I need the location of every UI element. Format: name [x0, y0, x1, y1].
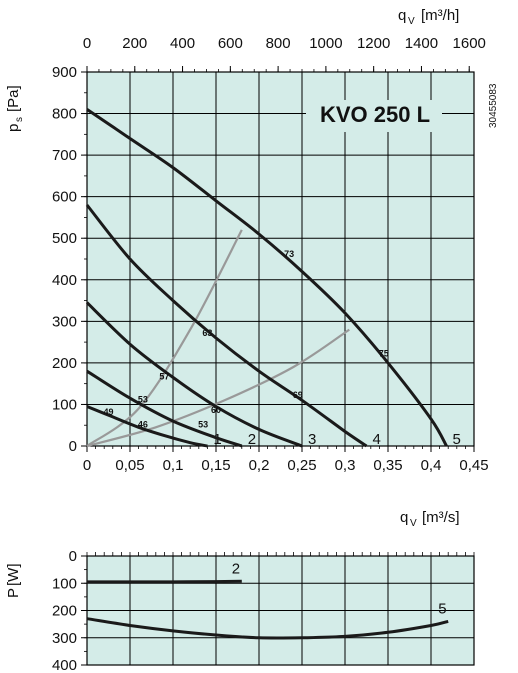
x2-tick-label: 600 [218, 35, 243, 52]
power-y-label-p: P [5, 588, 22, 598]
x-tick-label: 0,05 [115, 457, 144, 474]
y-label-p: p [5, 124, 22, 132]
x-tick-label: 0,4 [421, 457, 442, 474]
power-y-tick-label: 300 [52, 630, 77, 647]
y-tick-label: 400 [52, 272, 77, 289]
y-tick-label: 600 [52, 189, 77, 206]
x-tick-label: 0,1 [163, 457, 184, 474]
fan-curve-2 [86, 369, 243, 448]
y-tick-label: 700 [52, 147, 77, 164]
x2-tick-label: 400 [170, 35, 195, 52]
x2-tick-label: 1600 [453, 35, 486, 52]
x2-tick-label: 800 [266, 35, 291, 52]
power-curve-label-5: 5 [438, 600, 446, 617]
efficiency-line-2 [86, 328, 350, 448]
efficiency-label: 46 [138, 419, 148, 429]
power-curve-label-2: 2 [232, 560, 240, 577]
y-tick-label: 100 [52, 396, 77, 413]
power-y-tick-label: 200 [52, 603, 77, 620]
efficiency-label: 69 [293, 390, 303, 400]
x-tick-label: 0,2 [249, 457, 270, 474]
chart-title: KVO 250 L [320, 102, 430, 127]
fan-curve-label-3: 3 [308, 431, 316, 448]
x-tick-label: 0,15 [201, 457, 230, 474]
chart-code: 30455083 [488, 83, 499, 128]
efficiency-label: 49 [103, 407, 113, 417]
x-label-q: q [400, 509, 408, 526]
y-tick-label: 300 [52, 313, 77, 330]
power-curve-5 [86, 617, 449, 640]
pressure-ticks: 0 0,05 0,1 0,15 0,2 0,25 0,3 0,35 0,4 0,45 0 200 400… [52, 35, 489, 474]
fan-curve-label-2: 2 [248, 431, 256, 448]
pressure-plot-area [86, 71, 475, 447]
fan-curve-label-5: 5 [452, 431, 460, 448]
x-label-sub: V [410, 518, 417, 529]
power-curve-2 [87, 579, 242, 584]
x2-label-unit: [m³/h] [421, 7, 459, 24]
x2-label-q: q [398, 7, 406, 24]
power-y-tick-label: 0 [69, 548, 77, 565]
efficiency-label: 60 [211, 405, 221, 415]
x2-tick-label: 1400 [405, 35, 438, 52]
x2-axis-label: q V [m³/h] [398, 7, 459, 27]
efficiency-label: 53 [198, 419, 208, 429]
efficiency-line-1 [86, 229, 243, 447]
x2-tick-label: 0 [83, 35, 91, 52]
fan-curve-1 [86, 405, 208, 448]
x-tick-label: 0 [83, 457, 91, 474]
power-y-tick-label: 400 [52, 657, 77, 673]
y-tick-label: 500 [52, 230, 77, 247]
x2-tick-label: 1200 [357, 35, 390, 52]
fan-curve-label-4: 4 [373, 431, 381, 448]
efficiency-label: 75 [379, 349, 389, 359]
x-axis-label: q V [m³/s] [400, 509, 460, 529]
power-y-tick-label: 100 [52, 575, 77, 592]
y-tick-label: 800 [52, 106, 77, 123]
x2-label-sub: V [408, 16, 415, 27]
y-tick-label: 200 [52, 355, 77, 372]
power-ticks: 0 100 200 300 400 [52, 548, 475, 673]
x2-tick-label: 1000 [309, 35, 342, 52]
pressure-chart: 0 0,05 0,1 0,15 0,2 0,25 0,3 0,35 0,4 0,45 0 200 400… [5, 7, 499, 529]
power-y-axis-label: P [W] [5, 564, 22, 599]
y-tick-label: 900 [52, 64, 77, 81]
efficiency-label: 63 [202, 328, 212, 338]
x-tick-label: 0,25 [287, 457, 316, 474]
power-y-label-unit: [W] [5, 564, 22, 587]
x-tick-label: 0,35 [373, 457, 402, 474]
x2-tick-label: 200 [122, 35, 147, 52]
y-tick-label: 0 [69, 438, 77, 455]
fan-curve-3 [85, 301, 303, 448]
y-label-sub: s [14, 117, 25, 122]
x-tick-label: 0,3 [335, 457, 356, 474]
fan-curve-5 [86, 108, 448, 447]
efficiency-label: 73 [284, 249, 294, 259]
efficiency-label: 57 [159, 372, 169, 382]
x-tick-label: 0,45 [459, 457, 488, 474]
fan-curve-4 [85, 204, 368, 448]
power-series: 25 [86, 560, 449, 640]
efficiency-lines [86, 229, 350, 448]
efficiency-label: 53 [138, 394, 148, 404]
y-label-unit: [Pa] [5, 85, 22, 112]
x-label-unit: [m³/s] [422, 509, 460, 526]
y-axis-label: p s [Pa] [5, 85, 25, 132]
title-box [306, 100, 442, 132]
